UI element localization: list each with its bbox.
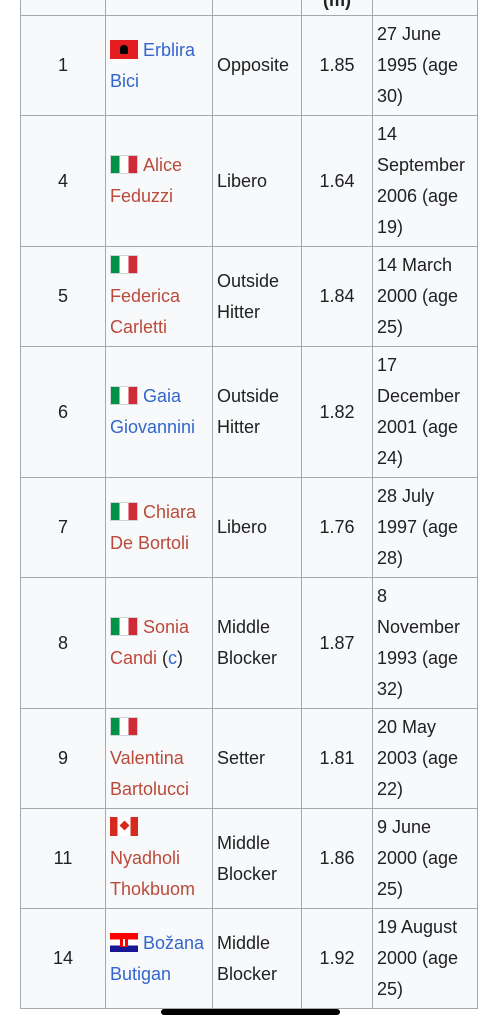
table-row: 1 Erblira Bici Opposite 1.85 27 June 1995 (a… — [20, 15, 478, 116]
roster-body: 1 Erblira Bici Opposite 1.85 27 June 1995 (a… — [20, 15, 478, 1009]
table-row: 11 Nyadholi Thokbuom Middle Blocker 1.86 9 J… — [20, 808, 478, 909]
player-number: 1 — [20, 15, 106, 116]
player-last-name-link[interactable]: Carletti — [110, 317, 168, 337]
player-birth-date: 28 July 1997 (age 28) — [372, 477, 478, 578]
player-first-name-link[interactable]: Božana — [143, 932, 205, 953]
player-height: 1.64 — [301, 115, 373, 247]
table-row: 7 Chiara De Bortoli Libero 1.76 28 July 1997… — [20, 477, 478, 578]
player-birth-date: 20 May 2003 (age 22) — [372, 708, 478, 809]
player-number: 5 — [20, 246, 106, 347]
table-header-row: (m) — [20, 0, 478, 16]
player-last-name-link[interactable]: De Bortoli — [110, 532, 190, 553]
player-birth-date: 19 August 2000 (age 25) — [372, 908, 478, 1009]
player-last-name-link[interactable]: Bartolucci — [110, 779, 190, 799]
player-first-name-link[interactable]: Erblira — [143, 39, 196, 60]
table-row: 5 Federica Carletti Outside Hitter 1.84 14 M… — [20, 246, 478, 347]
player-birth-date: 8 November 1993 (age 32) — [372, 577, 478, 709]
player-birth-date: 27 June 1995 (age 30) — [372, 15, 478, 116]
croatia-flag — [110, 932, 138, 952]
header-number — [20, 0, 106, 16]
player-name-cell: Nyadholi Thokbuom — [105, 808, 213, 909]
player-first-name-link[interactable]: Nyadholi — [110, 848, 181, 868]
header-dob — [372, 0, 478, 16]
player-name-cell: Valentina Bartolucci — [105, 708, 213, 809]
player-height: 1.76 — [301, 477, 373, 578]
player-last-name-link[interactable]: Giovannini — [110, 417, 196, 437]
player-name-cell: Alice Feduzzi — [105, 115, 213, 247]
player-position: Libero — [212, 477, 302, 578]
roster-table: (m) 1 Erblira Bici Opposite 1.85 27 June 199… — [20, 0, 478, 1009]
player-position: Middle Blocker — [212, 908, 302, 1009]
player-number: 7 — [20, 477, 106, 578]
player-height: 1.84 — [301, 246, 373, 347]
player-name-cell: Božana Butigan — [105, 908, 213, 1009]
player-number: 9 — [20, 708, 106, 809]
player-number: 6 — [20, 346, 106, 478]
player-height: 1.86 — [301, 808, 373, 909]
player-birth-date: 9 June 2000 (age 25) — [372, 808, 478, 909]
player-position: Libero — [212, 115, 302, 247]
player-height: 1.85 — [301, 15, 373, 116]
player-first-name-link[interactable]: Alice — [143, 155, 183, 175]
player-name-cell: Chiara De Bortoli — [105, 477, 213, 578]
player-first-name-link[interactable]: Valentina — [110, 748, 184, 768]
header-height: (m) — [301, 0, 373, 16]
player-name-cell: Sonia Candi (c) — [105, 577, 213, 709]
player-position: Middle Blocker — [212, 577, 302, 709]
italy-flag — [110, 717, 138, 736]
player-name-cell: Gaia Giovannini — [105, 346, 213, 478]
player-last-name-link[interactable]: Butigan — [110, 963, 172, 984]
table-row: 14 Božana Butigan Middle Blocker 1.92 19 Aug… — [20, 908, 478, 1009]
player-height: 1.81 — [301, 708, 373, 809]
player-position: Setter — [212, 708, 302, 809]
italy-flag — [110, 501, 138, 521]
home-indicator[interactable] — [161, 1009, 340, 1015]
player-birth-date: 17 December 2001 (age 24) — [372, 346, 478, 478]
player-name-cell: Federica Carletti — [105, 246, 213, 347]
table-row: 8 Sonia Candi (c) Middle Blocker 1.87 8 Nove… — [20, 577, 478, 709]
player-last-name-link[interactable]: Thokbuom — [110, 879, 196, 899]
player-name-cell: Erblira Bici — [105, 15, 213, 116]
header-position — [212, 0, 302, 16]
player-last-name-link[interactable]: Candi — [110, 648, 158, 668]
player-last-name-link[interactable]: Bici — [110, 70, 140, 91]
albania-flag — [110, 39, 138, 59]
player-height: 1.92 — [301, 908, 373, 1009]
player-first-name-link[interactable]: Chiara — [143, 501, 197, 522]
player-birth-date: 14 September 2006 (age 19) — [372, 115, 478, 247]
player-last-name-link[interactable]: Feduzzi — [110, 186, 174, 206]
player-number: 4 — [20, 115, 106, 247]
captain-link[interactable]: c — [168, 648, 178, 668]
table-row: 9 Valentina Bartolucci Setter 1.81 20 May 20… — [20, 708, 478, 809]
player-birth-date: 14 March 2000 (age 25) — [372, 246, 478, 347]
header-name — [105, 0, 213, 16]
player-first-name-link[interactable]: Federica — [110, 286, 181, 306]
player-first-name-link[interactable]: Sonia — [143, 617, 190, 637]
italy-flag — [110, 155, 138, 174]
player-number: 8 — [20, 577, 106, 709]
player-height: 1.87 — [301, 577, 373, 709]
italy-flag — [110, 386, 138, 405]
player-position: Outside Hitter — [212, 246, 302, 347]
table-row: 4 Alice Feduzzi Libero 1.64 14 September 200… — [20, 115, 478, 247]
player-first-name-link[interactable]: Gaia — [143, 386, 182, 406]
player-position: Middle Blocker — [212, 808, 302, 909]
canada-flag — [110, 817, 138, 836]
player-number: 11 — [20, 808, 106, 909]
table-row: 6 Gaia Giovannini Outside Hitter 1.82 17 Dec… — [20, 346, 478, 478]
player-number: 14 — [20, 908, 106, 1009]
italy-flag — [110, 255, 138, 274]
player-height: 1.82 — [301, 346, 373, 478]
player-position: Opposite — [212, 15, 302, 116]
player-position: Outside Hitter — [212, 346, 302, 478]
italy-flag — [110, 617, 138, 636]
